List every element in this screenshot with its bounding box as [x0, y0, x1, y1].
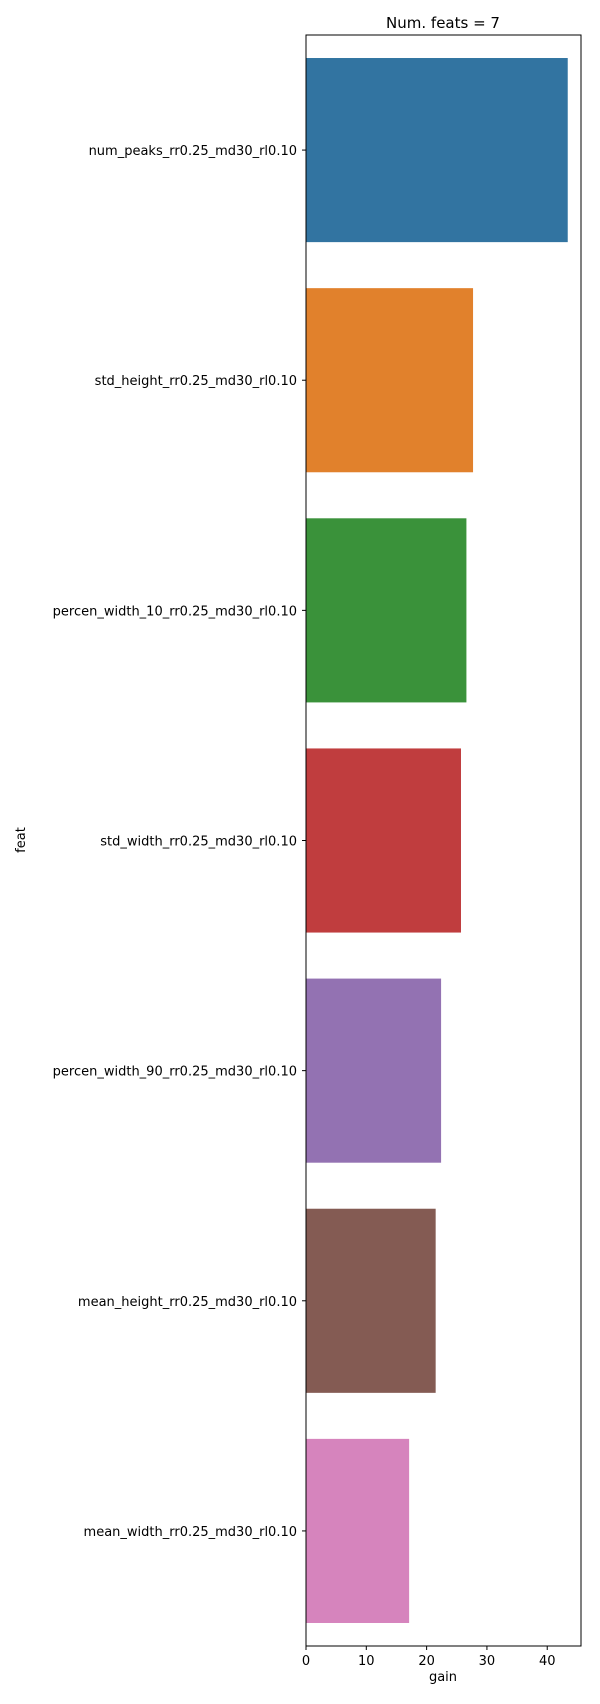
- x-tick-label: 40: [539, 1654, 556, 1669]
- bar: [306, 288, 474, 473]
- bar: [306, 1438, 410, 1623]
- x-tick-label: 20: [418, 1654, 435, 1669]
- x-axis-label: gain: [429, 1670, 457, 1685]
- bars-layer: [306, 58, 568, 1623]
- chart-title: Num. feats = 7: [386, 14, 500, 32]
- y-tick-label: mean_width_rr0.25_md30_rl0.10: [84, 1525, 297, 1540]
- y-tick-labels: num_peaks_rr0.25_md30_rl0.10 std_height_r…: [53, 144, 306, 1540]
- plot-frame: [305, 34, 582, 1647]
- y-tick-label: percen_width_90_rr0.25_md30_rl0.10: [53, 1065, 297, 1080]
- y-tick-label: percen_width_10_rr0.25_md30_rl0.10: [53, 604, 297, 619]
- bar: [306, 978, 442, 1163]
- y-axis-label: feat: [14, 827, 29, 853]
- x-tick-label: 10: [358, 1654, 375, 1669]
- bar: [306, 518, 467, 703]
- y-tick-label: std_height_rr0.25_md30_rl0.10: [95, 374, 297, 389]
- bar: [306, 1208, 436, 1393]
- x-tick-label: 0: [302, 1654, 310, 1669]
- y-tick-label: num_peaks_rr0.25_md30_rl0.10: [89, 144, 297, 159]
- bar: [306, 58, 568, 243]
- x-tick-labels: 0 10 20 30 40: [302, 1646, 556, 1669]
- y-tick-label: std_width_rr0.25_md30_rl0.10: [100, 835, 297, 850]
- bar: [306, 748, 461, 933]
- x-tick-label: 30: [479, 1654, 496, 1669]
- y-tick-label: mean_height_rr0.25_md30_rl0.10: [78, 1295, 297, 1310]
